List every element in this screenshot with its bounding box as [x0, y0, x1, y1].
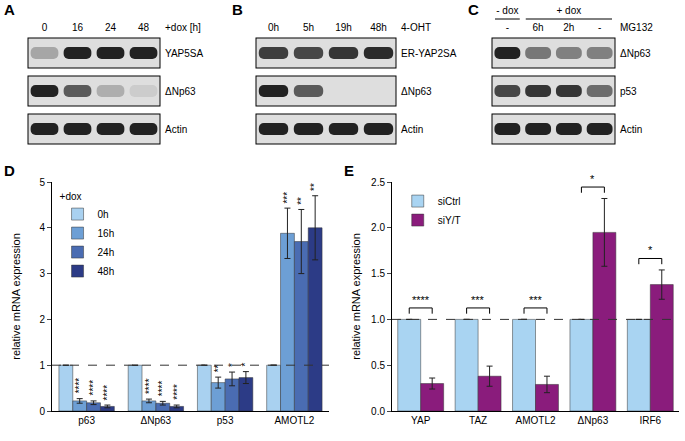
svg-text:***: ***	[529, 294, 543, 306]
svg-text:****: ****	[144, 378, 155, 394]
svg-text:ΔNp63: ΔNp63	[401, 86, 432, 97]
svg-text:24h: 24h	[98, 247, 115, 258]
svg-text:ER-YAP2SA: ER-YAP2SA	[401, 48, 457, 59]
svg-text:+dox [h]: +dox [h]	[165, 22, 201, 33]
svg-text:4: 4	[39, 222, 45, 233]
svg-text:0.5: 0.5	[371, 360, 385, 371]
svg-text:Actin: Actin	[165, 124, 187, 135]
svg-text:ΔNp63: ΔNp63	[165, 86, 196, 97]
svg-text:1.5: 1.5	[371, 268, 385, 279]
svg-text:- dox: - dox	[496, 5, 518, 16]
svg-text:48: 48	[138, 22, 150, 33]
svg-text:6h: 6h	[533, 22, 544, 33]
svg-text:-: -	[506, 22, 509, 33]
svg-text:+ dox: + dox	[557, 5, 582, 16]
svg-text:Actin: Actin	[401, 124, 423, 135]
svg-text:***: ***	[282, 192, 293, 204]
svg-text:*: *	[240, 363, 251, 367]
svg-text:2: 2	[39, 314, 45, 325]
svg-text:****: ****	[157, 381, 168, 397]
svg-text:AMOTL2: AMOTL2	[515, 415, 555, 426]
svg-text:48h: 48h	[98, 266, 115, 277]
svg-text:0h: 0h	[268, 22, 279, 33]
svg-text:**: **	[296, 197, 307, 205]
svg-text:p53: p53	[620, 86, 637, 97]
svg-text:0h: 0h	[98, 209, 109, 220]
svg-text:**: **	[309, 183, 320, 191]
svg-text:5h: 5h	[303, 22, 314, 33]
svg-text:relative mRNA expression: relative mRNA expression	[350, 233, 362, 360]
svg-text:****: ****	[88, 380, 99, 396]
svg-text:5: 5	[39, 177, 45, 188]
svg-text:48h: 48h	[370, 22, 387, 33]
svg-text:*: *	[590, 173, 595, 185]
svg-text:Actin: Actin	[620, 124, 642, 135]
svg-text:2h: 2h	[563, 22, 574, 33]
svg-text:****: ****	[412, 294, 430, 306]
svg-text:1.0: 1.0	[371, 314, 385, 325]
svg-text:0: 0	[39, 406, 45, 417]
svg-text:p53: p53	[217, 415, 234, 426]
svg-text:ΔNp63: ΔNp63	[141, 415, 172, 426]
svg-text:ΔNp63: ΔNp63	[620, 48, 651, 59]
svg-text:***: ***	[471, 294, 485, 306]
svg-text:siY/T: siY/T	[438, 215, 461, 226]
svg-text:siCtrl: siCtrl	[438, 196, 461, 207]
svg-text:0.0: 0.0	[371, 406, 385, 417]
svg-text:16h: 16h	[98, 228, 115, 239]
svg-text:2.0: 2.0	[371, 222, 385, 233]
svg-text:19h: 19h	[335, 22, 352, 33]
svg-text:3: 3	[39, 268, 45, 279]
svg-text:24: 24	[105, 22, 117, 33]
svg-text:*: *	[648, 244, 653, 256]
html-text:E: E	[344, 162, 354, 179]
svg-text:AMOTL2: AMOTL2	[274, 415, 314, 426]
svg-text:**: **	[213, 364, 224, 372]
svg-text:A: A	[4, 1, 15, 18]
svg-text:IRF6: IRF6	[639, 415, 661, 426]
svg-text:p63: p63	[78, 415, 95, 426]
svg-text:relative mRNA expression: relative mRNA expression	[10, 233, 22, 360]
svg-text:YAP: YAP	[411, 415, 431, 426]
svg-text:****: ****	[74, 378, 85, 394]
svg-text:+dox: +dox	[60, 191, 82, 202]
svg-text:****: ****	[102, 385, 113, 401]
svg-text:ΔNp63: ΔNp63	[578, 415, 609, 426]
svg-text:16: 16	[72, 22, 84, 33]
svg-text:****: ****	[172, 384, 183, 400]
svg-text:2.5: 2.5	[371, 177, 385, 188]
svg-text:TAZ: TAZ	[469, 415, 487, 426]
html-text:D: D	[4, 162, 15, 179]
svg-text:B: B	[232, 1, 243, 18]
svg-text:*: *	[227, 363, 238, 367]
svg-text:C: C	[468, 1, 479, 18]
svg-text:-: -	[598, 22, 601, 33]
svg-text:4-OHT: 4-OHT	[401, 22, 431, 33]
svg-text:YAP5SA: YAP5SA	[165, 48, 203, 59]
svg-text:1: 1	[39, 360, 45, 371]
svg-text:MG132: MG132	[620, 22, 653, 33]
svg-text:0: 0	[42, 22, 48, 33]
